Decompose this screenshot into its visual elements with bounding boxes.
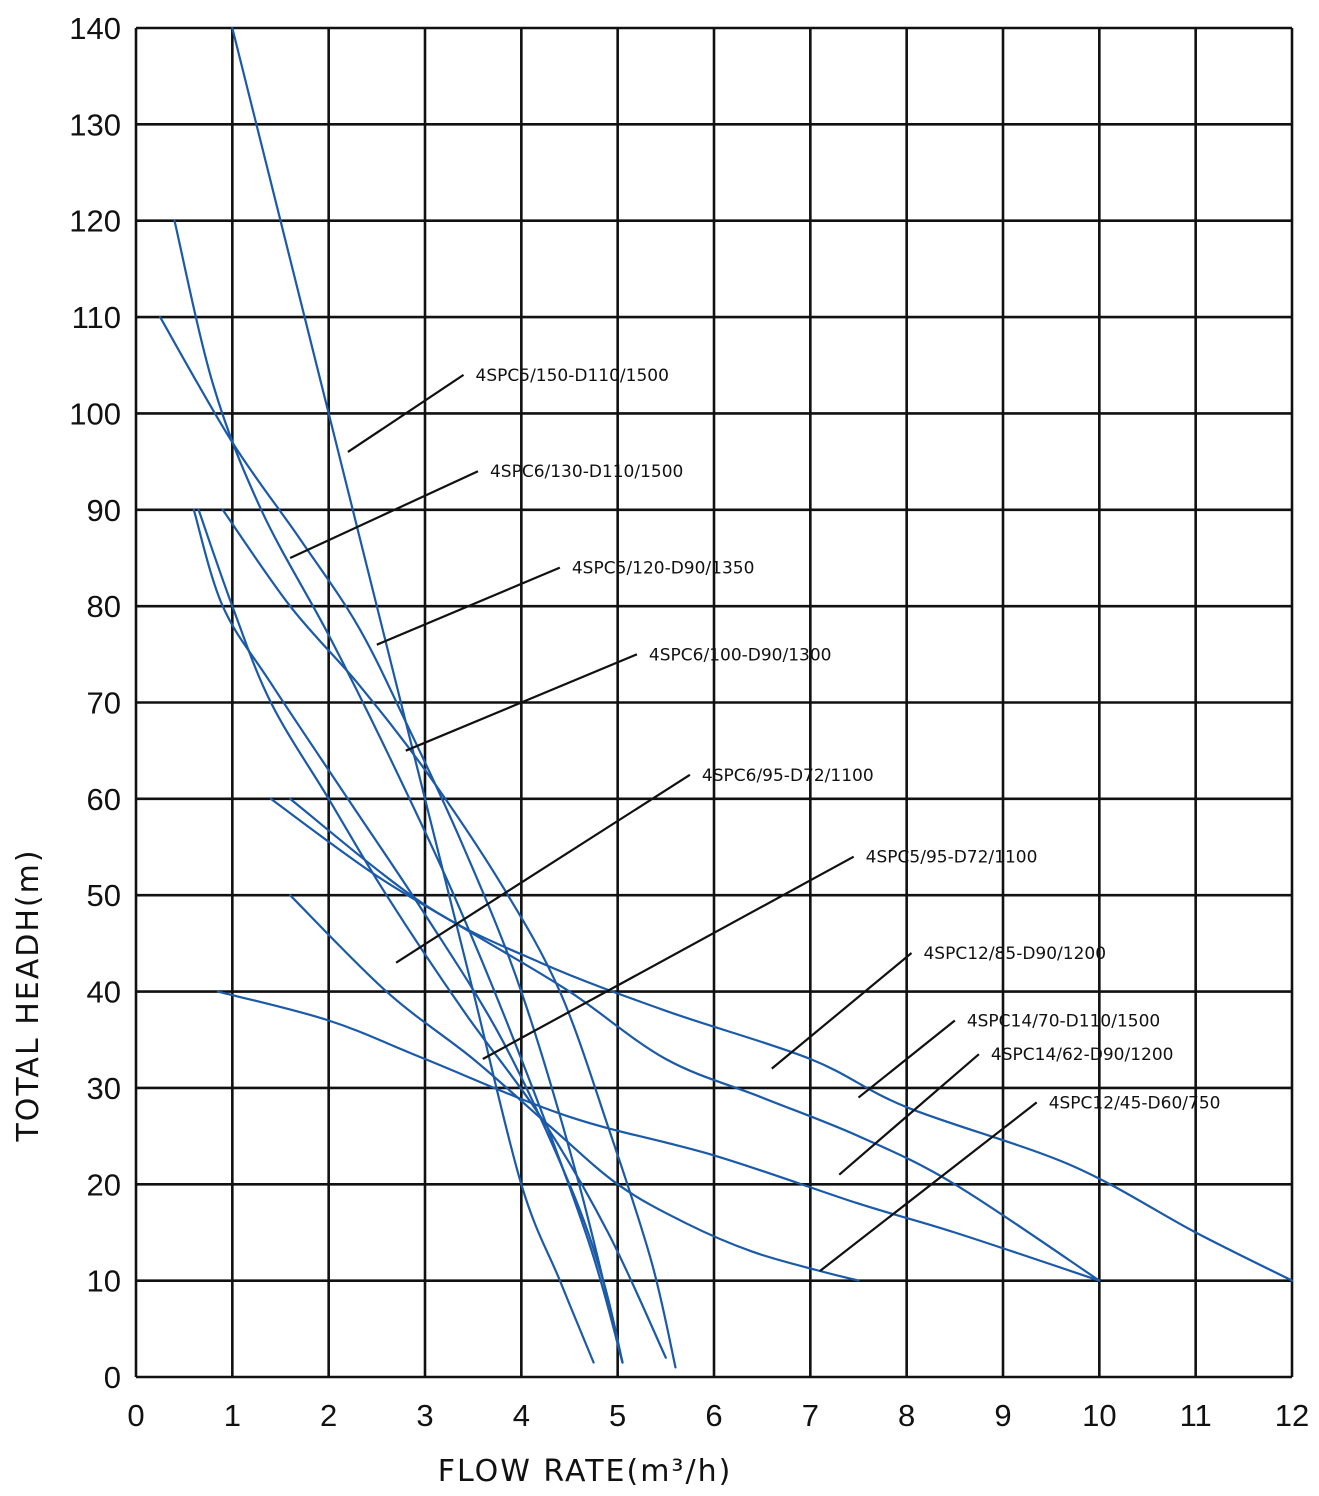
- y-tick-label: 60: [87, 782, 121, 817]
- x-tick-label: 3: [416, 1398, 433, 1433]
- y-tick-label: 0: [104, 1360, 121, 1395]
- series-line-7: [269, 797, 1101, 1282]
- x-tick-label: 4: [513, 1398, 530, 1433]
- y-tick-label: 80: [87, 589, 121, 624]
- series-label-5: 4SPC6/95-D72/1100: [702, 766, 874, 786]
- x-tick-label: 5: [609, 1398, 626, 1433]
- leader-line-10: [819, 1101, 1038, 1272]
- y-tick-label: 20: [87, 1167, 121, 1202]
- y-axis-title: TOTAL HEADH(m): [11, 848, 46, 1142]
- y-tick-label: 30: [87, 1071, 121, 1106]
- y-tick-label: 90: [87, 493, 121, 528]
- x-tick-label: 1: [224, 1398, 241, 1433]
- series-labels: 4SPC5/150-D110/1500 4SPC6/130-D110/1500 4S…: [476, 366, 1221, 1113]
- series-line-6: [197, 508, 667, 1359]
- y-tick-label: 120: [69, 204, 121, 239]
- x-tick-label: 10: [1082, 1398, 1116, 1433]
- x-axis-title: FLOW RATE(m³/h): [438, 1454, 733, 1489]
- leader-line-5: [395, 773, 691, 964]
- series-line-5: [192, 508, 624, 1364]
- y-tick-label: 140: [69, 11, 121, 46]
- series-label-2: 4SPC6/130-D110/1500: [490, 462, 683, 482]
- leader-line-7: [771, 952, 913, 1070]
- series-line-2: [173, 219, 624, 1364]
- x-tick-label: 0: [127, 1398, 144, 1433]
- y-tick-label: 70: [87, 686, 121, 721]
- series-line-8: [289, 797, 1294, 1282]
- leader-lines: [289, 373, 1038, 1272]
- series-line-3: [159, 316, 624, 1364]
- series-label-9: 4SPC14/62-D90/1200: [991, 1045, 1174, 1065]
- series-line-10: [289, 894, 860, 1282]
- y-tick-label: 10: [87, 1264, 121, 1299]
- series-label-7: 4SPC12/85-D90/1200: [923, 944, 1106, 964]
- x-tick-label: 7: [802, 1398, 819, 1433]
- x-tick-label: 12: [1275, 1398, 1309, 1433]
- series-label-6: 4SPC5/95-D72/1100: [866, 848, 1038, 868]
- series-label-1: 4SPC5/150-D110/1500: [476, 366, 669, 386]
- series-label-3: 4SPC5/120-D90/1350: [572, 559, 755, 579]
- x-tick-label: 9: [994, 1398, 1011, 1433]
- y-tick-label: 100: [69, 396, 121, 431]
- x-tick-label: 2: [320, 1398, 337, 1433]
- grid: [134, 26, 1294, 1379]
- leader-line-8: [857, 1019, 956, 1099]
- y-tick-label: 50: [87, 878, 121, 913]
- series-line-9: [216, 990, 1101, 1282]
- y-tick-label: 130: [69, 107, 121, 142]
- series-label-10: 4SPC12/45-D60/750: [1049, 1093, 1221, 1113]
- leader-line-6: [482, 855, 855, 1060]
- y-tick-label: 40: [87, 975, 121, 1010]
- curves: [159, 26, 1294, 1369]
- leader-line-4: [405, 653, 638, 752]
- y-ticks: 0 10 20 30 40 50 60 70 80 90 100 110 120 130 140: [69, 11, 121, 1395]
- y-tick-label: 110: [72, 300, 121, 335]
- series-line-4: [221, 508, 677, 1369]
- x-ticks: 0 1 2 3 4 5 6 7 8 9 10 11 12: [127, 1398, 1309, 1433]
- leader-line-2: [289, 470, 479, 559]
- series-label-4: 4SPC6/100-D90/1300: [649, 645, 832, 665]
- x-tick-label: 6: [705, 1398, 722, 1433]
- leader-line-1: [347, 373, 465, 453]
- series-label-8: 4SPC14/70-D110/1500: [967, 1011, 1160, 1031]
- leader-line-3: [376, 566, 561, 646]
- x-tick-label: 11: [1180, 1398, 1212, 1433]
- leader-line-9: [838, 1053, 980, 1176]
- x-tick-label: 8: [898, 1398, 915, 1433]
